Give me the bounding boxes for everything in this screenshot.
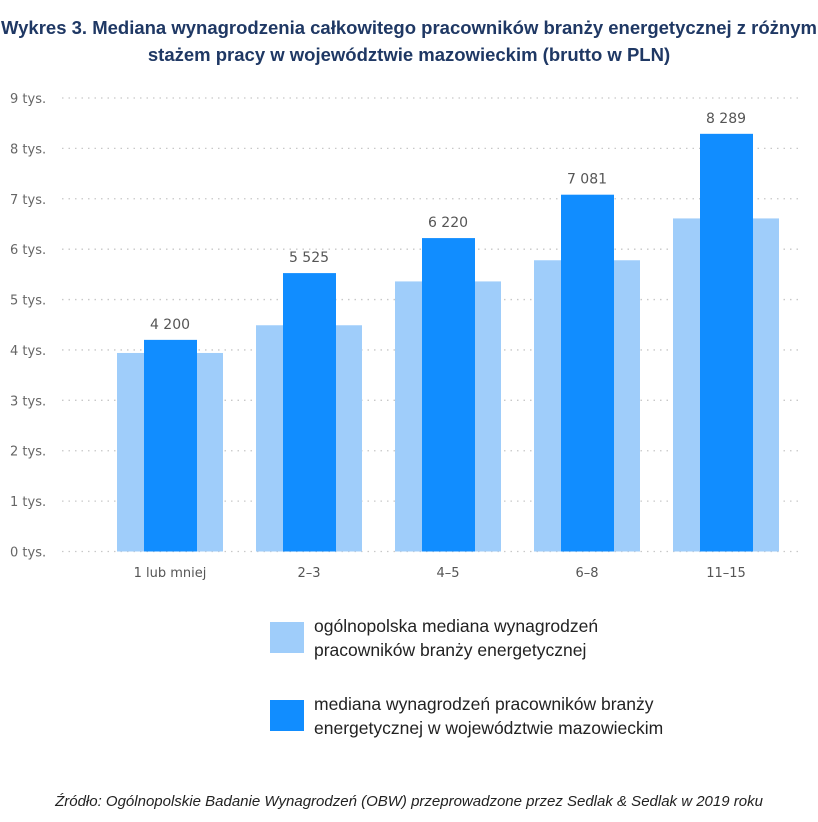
bar-mazowieckie (422, 238, 475, 552)
y-tick-label: 3 tys. (10, 394, 46, 409)
x-tick-label: 1 lub mniej (134, 566, 207, 581)
y-tick-label: 2 tys. (10, 445, 46, 460)
x-tick-label: 4–5 (436, 566, 459, 581)
x-tick-label: 6–8 (575, 566, 598, 581)
data-label: 6 220 (428, 215, 468, 231)
y-tick-label: 0 tys. (10, 546, 46, 561)
bar-mazowieckie (144, 339, 197, 552)
bar-chart: 0 tys. 1 tys. 2 tys. 3 tys. 4 tys. 5 tys. 6 ty… (10, 92, 800, 581)
y-tick-label: 4 tys. (10, 344, 46, 359)
legend-label-line: ogólnopolska mediana wynagrodzeń (314, 616, 599, 636)
legend-swatch-dark (270, 700, 304, 731)
y-tick-label: 9 tys. (10, 92, 46, 107)
data-label: 7 081 (567, 172, 607, 188)
x-tick-label: 11–15 (706, 566, 746, 581)
legend-label-line: pracowników branży energetycznej (314, 640, 587, 660)
chart-title: Wykres 3. Mediana wynagrodzenia całkowit… (1, 17, 817, 65)
bar-mazowieckie (561, 194, 614, 552)
source-note: Źródło: Ogólnopolskie Badanie Wynagrodze… (55, 793, 763, 810)
legend-item-national: ogólnopolska mediana wynagrodzeń pracown… (270, 614, 694, 662)
data-label: 8 289 (706, 111, 746, 127)
y-tick-label: 7 tys. (10, 193, 46, 208)
y-tick-label: 8 tys. (10, 142, 46, 157)
y-tick-label: 6 tys. (10, 243, 46, 258)
data-label: 5 525 (289, 250, 329, 266)
bar-mazowieckie (283, 273, 336, 552)
legend-label-line: energetycznej w województwie mazowieckim (314, 718, 664, 738)
y-tick-label: 1 tys. (10, 495, 46, 510)
x-tick-label: 2–3 (297, 566, 320, 581)
data-label: 4 200 (150, 317, 190, 333)
y-tick-label: 5 tys. (10, 294, 46, 309)
legend-swatch-light (270, 622, 304, 653)
legend-item-mazowieckie: mediana wynagrodzeń pracowników branży e… (270, 692, 694, 740)
bar-mazowieckie (700, 133, 753, 552)
legend-label-line: mediana wynagrodzeń pracowników branży (314, 694, 654, 714)
